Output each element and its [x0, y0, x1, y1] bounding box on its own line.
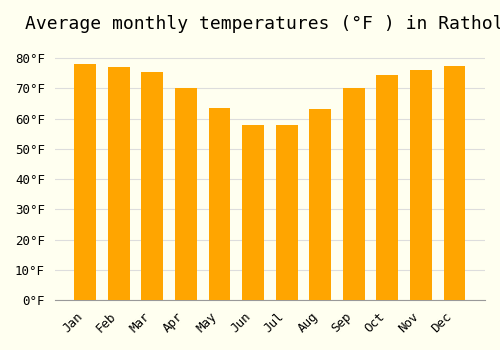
- Bar: [444, 65, 466, 300]
- Bar: [343, 88, 364, 300]
- Bar: [108, 67, 130, 300]
- Bar: [175, 88, 197, 300]
- Bar: [108, 67, 130, 300]
- Bar: [208, 108, 231, 300]
- Bar: [343, 88, 364, 300]
- Bar: [142, 72, 164, 163]
- Bar: [276, 125, 297, 300]
- Bar: [376, 75, 398, 300]
- Bar: [376, 75, 398, 300]
- Bar: [208, 108, 231, 185]
- Bar: [376, 75, 398, 165]
- Bar: [108, 67, 130, 160]
- Bar: [74, 64, 96, 300]
- Bar: [410, 70, 432, 162]
- Bar: [142, 72, 164, 300]
- Bar: [276, 125, 297, 300]
- Bar: [242, 125, 264, 195]
- Bar: [74, 64, 96, 300]
- Bar: [74, 64, 96, 159]
- Title: Average monthly temperatures (°F ) in Ratholo: Average monthly temperatures (°F ) in Ra…: [25, 15, 500, 33]
- Bar: [444, 65, 466, 300]
- Bar: [142, 72, 164, 300]
- Bar: [175, 88, 197, 300]
- Bar: [410, 70, 432, 300]
- Bar: [175, 88, 197, 173]
- Bar: [310, 110, 331, 300]
- Bar: [444, 65, 466, 159]
- Bar: [310, 110, 331, 300]
- Bar: [242, 125, 264, 300]
- Bar: [276, 125, 297, 195]
- Bar: [208, 108, 231, 300]
- Bar: [242, 125, 264, 300]
- Bar: [310, 110, 331, 186]
- Bar: [410, 70, 432, 300]
- Bar: [343, 88, 364, 173]
